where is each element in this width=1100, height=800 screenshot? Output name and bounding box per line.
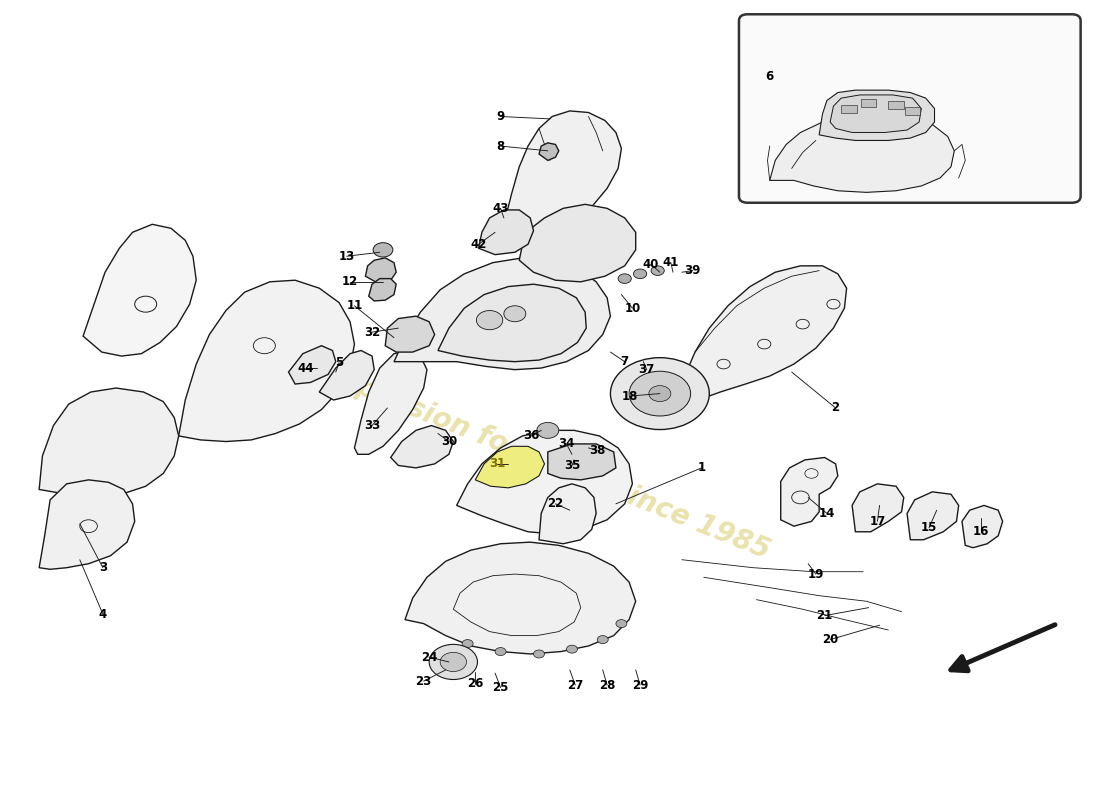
Text: 41: 41 — [662, 256, 679, 269]
Circle shape — [534, 650, 544, 658]
Text: 13: 13 — [339, 250, 355, 262]
Polygon shape — [40, 480, 134, 570]
Text: 36: 36 — [524, 430, 539, 442]
Polygon shape — [676, 266, 847, 406]
Polygon shape — [368, 278, 396, 301]
Text: 27: 27 — [568, 678, 583, 692]
Polygon shape — [548, 444, 616, 480]
Polygon shape — [40, 388, 178, 496]
Text: 26: 26 — [468, 677, 484, 690]
Polygon shape — [478, 210, 534, 254]
Text: 21: 21 — [816, 609, 833, 622]
Text: 42: 42 — [471, 238, 487, 250]
Text: 29: 29 — [631, 678, 648, 692]
Polygon shape — [438, 284, 586, 362]
Text: 9: 9 — [496, 110, 505, 123]
Text: 37: 37 — [639, 363, 654, 376]
Text: 38: 38 — [590, 444, 605, 457]
Text: 19: 19 — [807, 567, 824, 581]
Polygon shape — [394, 258, 611, 370]
Polygon shape — [365, 258, 396, 284]
Text: a passion for parts since 1985: a passion for parts since 1985 — [326, 362, 774, 566]
Circle shape — [440, 652, 466, 671]
Text: 24: 24 — [421, 650, 438, 664]
Circle shape — [429, 644, 477, 679]
Circle shape — [616, 620, 627, 628]
Text: 7: 7 — [620, 355, 629, 368]
Text: 17: 17 — [869, 515, 886, 528]
Circle shape — [504, 306, 526, 322]
Polygon shape — [781, 458, 838, 526]
Text: 16: 16 — [972, 526, 989, 538]
Text: 44: 44 — [298, 362, 315, 374]
Text: 22: 22 — [548, 498, 563, 510]
Text: 14: 14 — [818, 507, 835, 520]
Text: 10: 10 — [625, 302, 640, 314]
Text: 18: 18 — [621, 390, 638, 402]
Text: 35: 35 — [564, 459, 580, 472]
Polygon shape — [820, 90, 935, 141]
Bar — [861, 99, 877, 107]
Polygon shape — [178, 280, 354, 442]
Text: 2: 2 — [832, 402, 839, 414]
FancyBboxPatch shape — [739, 14, 1080, 202]
Polygon shape — [504, 111, 621, 230]
Text: 34: 34 — [559, 438, 574, 450]
Polygon shape — [962, 506, 1002, 548]
Text: 20: 20 — [822, 633, 838, 646]
Text: 12: 12 — [342, 275, 359, 288]
Circle shape — [462, 639, 473, 647]
Circle shape — [373, 242, 393, 257]
Text: 30: 30 — [441, 435, 458, 448]
Polygon shape — [288, 346, 336, 384]
Circle shape — [649, 386, 671, 402]
Polygon shape — [539, 143, 559, 161]
Polygon shape — [354, 350, 427, 454]
Circle shape — [634, 269, 647, 278]
Circle shape — [610, 358, 710, 430]
Circle shape — [597, 635, 608, 643]
Text: 39: 39 — [684, 264, 701, 277]
Polygon shape — [770, 114, 955, 192]
Polygon shape — [519, 204, 636, 282]
Text: 43: 43 — [493, 202, 508, 215]
Circle shape — [651, 266, 664, 275]
Polygon shape — [385, 316, 435, 352]
Polygon shape — [475, 446, 544, 488]
Circle shape — [537, 422, 559, 438]
Polygon shape — [390, 426, 453, 468]
Text: 4: 4 — [99, 607, 107, 621]
Text: 6: 6 — [766, 70, 773, 83]
Bar — [905, 107, 921, 115]
Text: 23: 23 — [416, 674, 432, 688]
Text: 28: 28 — [598, 678, 615, 692]
Polygon shape — [84, 224, 196, 356]
Text: 32: 32 — [364, 326, 381, 338]
Circle shape — [618, 274, 631, 283]
Circle shape — [495, 647, 506, 655]
Polygon shape — [830, 95, 922, 133]
Text: 3: 3 — [99, 562, 107, 574]
Text: 5: 5 — [334, 356, 343, 369]
Polygon shape — [319, 350, 374, 400]
Text: 40: 40 — [642, 258, 659, 270]
Text: 25: 25 — [493, 681, 508, 694]
Polygon shape — [539, 484, 596, 544]
Circle shape — [566, 645, 578, 653]
Circle shape — [629, 371, 691, 416]
Text: 15: 15 — [921, 522, 937, 534]
Text: 1: 1 — [697, 462, 706, 474]
Text: 31: 31 — [490, 458, 505, 470]
Circle shape — [476, 310, 503, 330]
Polygon shape — [405, 542, 636, 654]
Polygon shape — [908, 492, 959, 540]
Text: 8: 8 — [496, 139, 505, 153]
Polygon shape — [456, 430, 632, 534]
Text: 33: 33 — [364, 419, 381, 432]
Text: 11: 11 — [346, 299, 363, 312]
Polygon shape — [852, 484, 904, 532]
Bar — [842, 105, 857, 113]
Bar — [889, 101, 904, 109]
